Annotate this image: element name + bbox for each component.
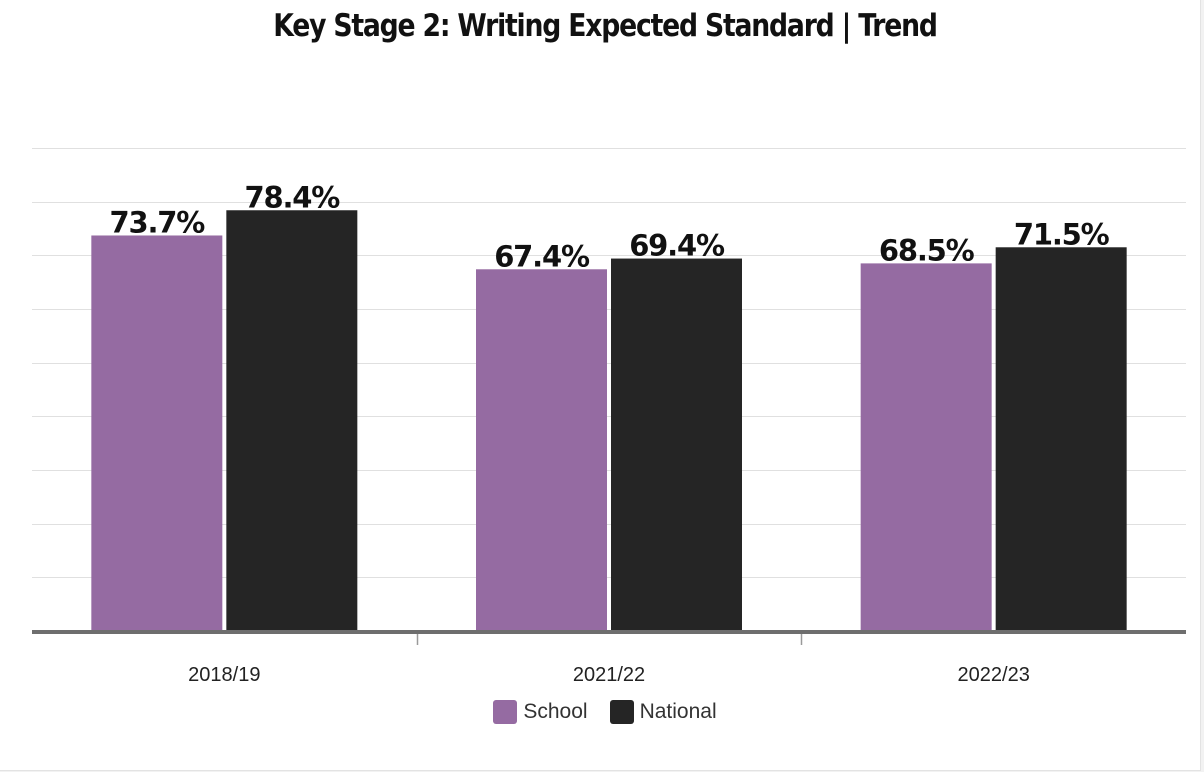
bar-school-2[interactable] — [476, 269, 607, 631]
category-label-1: 2018/19 — [188, 664, 260, 686]
value-label-national-3: 71.5% — [1014, 217, 1110, 251]
value-label-school-2: 67.4% — [494, 239, 590, 273]
chart-title: Key Stage 2: Writing Expected Standard |… — [273, 8, 938, 44]
value-label-national-1: 78.4% — [245, 180, 341, 214]
x-axis: 2018/19 2021/22 2022/23 — [32, 630, 1186, 686]
category-label-3: 2022/23 — [958, 664, 1030, 686]
bar-school-3[interactable] — [860, 263, 992, 631]
legend-label-national: National — [639, 700, 717, 723]
gridlines — [32, 148, 1186, 578]
bar-national-1[interactable] — [226, 210, 358, 631]
legend-swatch-national — [609, 700, 634, 724]
bar-school-1[interactable] — [91, 235, 223, 631]
value-label-school-1: 73.7% — [110, 205, 206, 239]
category-label-2: 2021/22 — [573, 664, 645, 686]
bar-national-3[interactable] — [995, 247, 1127, 632]
legend-item-school[interactable]: School — [493, 700, 588, 724]
value-label-school-3: 68.5% — [879, 233, 975, 267]
value-labels: 73.7% 78.4% 67.4% 69.4% 68.5% 71.5% — [110, 180, 1111, 273]
legend: School National — [0, 700, 1204, 724]
legend-swatch-school — [493, 700, 518, 724]
bar-national-2[interactable] — [611, 258, 742, 631]
legend-item-national[interactable]: National — [609, 700, 717, 724]
value-label-national-2: 69.4% — [629, 229, 725, 263]
bar-chart: 73.7%78.4%67.4% 69.4% 68.5% 71.5% 2018/19 20… — [32, 148, 1186, 686]
bars — [91, 210, 1127, 632]
legend-label-school: School — [523, 700, 588, 723]
